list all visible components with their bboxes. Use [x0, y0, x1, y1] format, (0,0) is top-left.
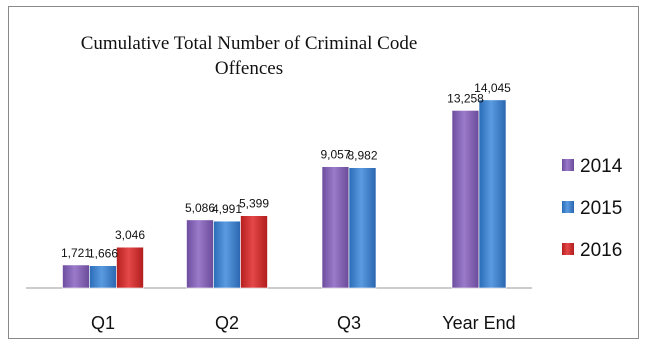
- x-tick-q3: Q3: [337, 313, 361, 333]
- bar-2015-q3: [348, 167, 377, 289]
- legend-swatch-2015: [562, 201, 574, 213]
- legend-label-2016: 2016: [580, 240, 622, 261]
- bar-2015-q1: [89, 265, 117, 289]
- data-label-2015-q3: 8,982: [347, 149, 377, 163]
- legend: 2014 2015 2016: [562, 156, 623, 261]
- bars-layer: [62, 99, 507, 289]
- bar-2014-q2: [186, 219, 214, 289]
- bar-2016-q1: [116, 246, 144, 289]
- bar-2014-year-end: [451, 110, 480, 289]
- x-tick-q1: Q1: [91, 313, 115, 333]
- bar-2015-q2: [213, 220, 241, 289]
- data-label-2015-year-end: 14,045: [474, 81, 511, 95]
- bar-2014-q1: [62, 264, 90, 289]
- data-label-2015-q1: 1,666: [88, 247, 118, 261]
- chart-frame: Cumulative Total Number of Criminal Code…: [8, 6, 639, 339]
- data-label-2014-q2: 5,086: [185, 201, 215, 215]
- data-label-2014-q1: 1,721: [61, 246, 91, 260]
- data-label-2015-q2: 4,991: [212, 202, 242, 216]
- bar-2015-year-end: [478, 99, 507, 289]
- bar-2014-q3: [321, 166, 350, 289]
- x-tick-q2: Q2: [215, 313, 239, 333]
- chart-title-line-1: Cumulative Total Number of Criminal Code: [81, 33, 418, 54]
- legend-swatch-2014: [562, 159, 574, 171]
- chart-title-line-2: Offences: [215, 58, 283, 79]
- x-tick-labels: Q1 Q2 Q3 Year End: [91, 313, 516, 333]
- legend-label-2014: 2014: [580, 156, 623, 177]
- data-label-2014-year-end: 13,258: [447, 91, 484, 105]
- bar-chart: Cumulative Total Number of Criminal Code…: [26, 33, 623, 333]
- legend-label-2015: 2015: [580, 198, 622, 219]
- data-label-2016-q2: 5,399: [239, 197, 269, 211]
- bar-2016-q2: [240, 215, 268, 289]
- legend-swatch-2016: [562, 243, 574, 255]
- data-label-2016-q1: 3,046: [115, 228, 145, 242]
- data-label-2014-q3: 9,057: [320, 148, 350, 162]
- x-tick-year-end: Year End: [442, 313, 515, 333]
